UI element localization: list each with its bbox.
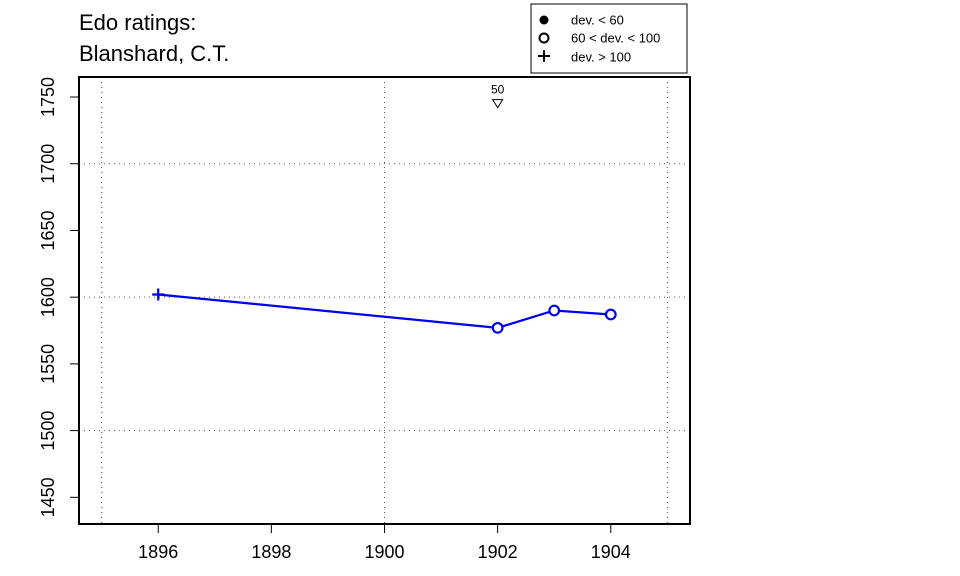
annotation-label: 50 xyxy=(491,83,505,97)
x-tick-label: 1902 xyxy=(478,542,518,562)
annotations: 50 xyxy=(491,83,505,109)
x-tick-label: 1900 xyxy=(364,542,404,562)
legend-label-high-dev: dev. > 100 xyxy=(571,50,631,65)
x-axis: 1896 1898 1900 1902 1904 xyxy=(138,524,631,562)
data-point-open-circle xyxy=(548,304,561,317)
y-axis: 1450 1500 1550 1600 1650 1700 1750 xyxy=(38,77,79,517)
chart-title-line-2: Blanshard, C.T. xyxy=(79,41,229,66)
x-tick-label: 1898 xyxy=(251,542,291,562)
legend-label-mid-dev: 60 < dev. < 100 xyxy=(571,31,660,46)
data-point-open-circle xyxy=(491,321,504,334)
legend-label-low-dev: dev. < 60 xyxy=(571,13,624,28)
chart-title-line-1: Edo ratings: xyxy=(79,10,196,35)
y-tick-label: 1650 xyxy=(38,210,58,250)
annotation-down-triangle xyxy=(491,99,504,109)
x-tick-label: 1896 xyxy=(138,542,178,562)
x-tick-label: 1904 xyxy=(591,542,631,562)
legend-open-circle-icon xyxy=(538,32,550,44)
grid-lines xyxy=(79,77,690,524)
plot-frame xyxy=(78,76,691,525)
legend-box xyxy=(530,3,688,74)
legend-filled-circle-icon xyxy=(539,15,549,25)
y-tick-label: 1750 xyxy=(38,77,58,117)
legend-plus-icon xyxy=(538,50,550,62)
y-tick-label: 1600 xyxy=(38,277,58,317)
data-point-plus xyxy=(152,288,165,301)
y-tick-label: 1500 xyxy=(38,411,58,451)
data-point-open-circle xyxy=(604,308,617,321)
legend: dev. < 60 60 < dev. < 100 dev. > 100 xyxy=(530,3,688,74)
series-line xyxy=(158,293,611,329)
y-tick-label: 1700 xyxy=(38,144,58,184)
y-tick-label: 1550 xyxy=(38,344,58,384)
rating-series xyxy=(152,288,617,334)
y-tick-label: 1450 xyxy=(38,477,58,517)
